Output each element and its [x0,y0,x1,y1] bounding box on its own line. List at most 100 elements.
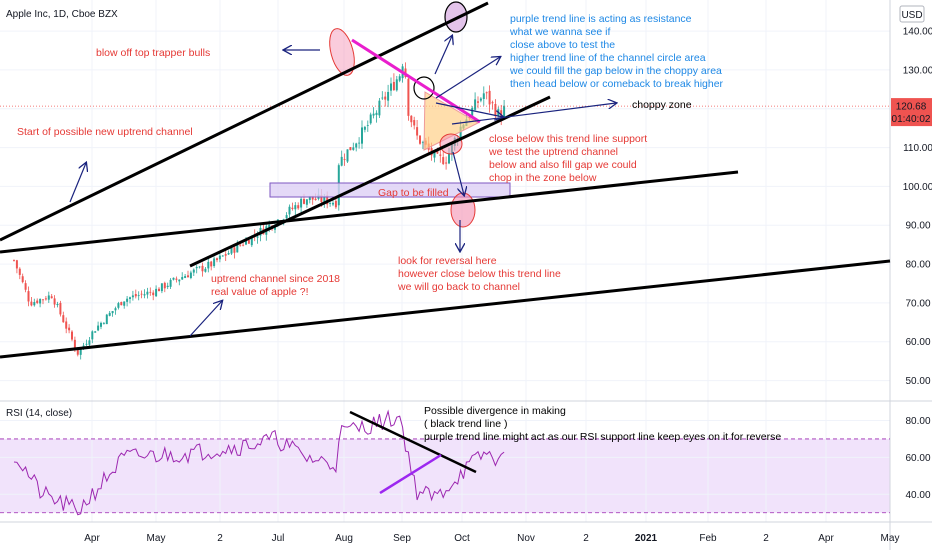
candle [349,147,352,151]
price-circle[interactable] [413,76,435,100]
candle [224,254,227,256]
note-new-channel: Start of possible new uptrend channel [17,126,193,138]
candle [120,302,123,306]
candle [178,279,181,282]
candle [445,162,448,164]
candle [76,347,79,355]
candle [236,243,239,253]
candle [288,206,291,215]
candle [123,301,126,306]
time-tick-label: 2 [583,533,589,544]
candle [126,298,129,302]
candle [195,267,198,269]
candle [355,143,358,148]
candle [172,277,175,280]
long-term-lower-trendline[interactable] [0,259,891,359]
candle [378,100,381,116]
new-channel-lower-trendline[interactable] [189,95,551,268]
currency-button[interactable] [899,5,925,23]
candle [137,295,140,297]
candle [242,244,245,246]
candle [152,292,155,296]
candle [297,205,300,209]
new-channel-upper-trendline[interactable] [0,1,489,242]
candle [24,283,27,290]
candle [213,258,216,267]
rsi-black-trendline[interactable] [349,410,477,474]
candle [497,109,500,116]
candle [163,282,166,289]
candle [491,102,494,104]
candle [390,83,392,91]
long-term-upper-trendline[interactable] [0,170,739,254]
candle [39,298,42,304]
candle [433,151,436,158]
note-rsi-1: Possible divergence in making [424,405,566,417]
candle [479,98,482,101]
candle [114,308,117,311]
time-tick-label: 2 [763,533,769,544]
candle [436,149,439,154]
candle [117,303,120,308]
price-tick-label: 90.00 [905,221,930,232]
candle [245,239,247,245]
price-axis[interactable]: 50.0060.0070.0080.0090.00100.00110.00120… [903,27,932,388]
rsi-axis[interactable]: 40.00 60.00 80.00 [905,416,930,501]
arrow-to-target [434,36,452,75]
candle [494,103,497,117]
candle [375,112,378,115]
note-resistance-6: then head below or comeback to break hig… [510,78,724,90]
price-tick-label: 50.00 [905,376,930,387]
candle [56,303,59,306]
note-gap: Gap to be filled [378,187,449,199]
candle [94,331,97,333]
candle [285,215,288,219]
candle [346,149,349,162]
candle [149,291,152,293]
price-pane[interactable] [0,0,890,400]
candle [71,331,73,340]
candle [247,239,250,244]
price-tick-label: 70.00 [905,298,930,309]
candle [105,314,108,325]
currency-label: USD [901,10,922,21]
blowoff-top-ellipse[interactable] [325,26,359,78]
candle [503,105,506,119]
price-tick-label: 140.00 [903,27,932,38]
candle [332,202,334,205]
gap-box[interactable] [269,182,511,198]
candle [311,195,314,200]
candle [166,285,169,288]
note-choppy-zone: choppy zone [632,99,692,111]
note-real-value: real value of apple ?! [211,286,308,298]
candle [158,288,160,292]
price-tick-label: 110.00 [903,143,932,154]
symbol-title[interactable]: Apple Inc, 1D, Cboe BZX [6,9,118,20]
candle [358,142,361,144]
note-blow-off: blow off top trapper bulls [96,47,210,59]
candle [134,294,137,297]
candle [239,244,242,246]
rsi-purple-trendline[interactable] [379,453,442,495]
candle [30,301,33,306]
candle [218,255,221,260]
candle [395,79,398,91]
candle [439,154,442,156]
candle [111,311,114,314]
candle [155,288,158,297]
candle [210,261,213,267]
candle [274,226,276,230]
rsi-title[interactable]: RSI (14, close) [6,408,72,419]
candle [42,299,44,301]
note-support-2: we test the uptrend channel [488,146,618,158]
candle [477,101,479,103]
note-resistance-5: we could fill the gap below in the chopp… [509,65,722,77]
reversal-ellipse[interactable] [450,192,476,228]
rsi-tick-label: 60.00 [905,453,930,464]
arrow-down-to-gap [452,151,464,195]
time-axis[interactable]: AprMay2JulAugSepOctNov22021Feb2AprMayJun… [84,533,932,544]
time-tick-label: Jul [272,533,285,544]
candle [140,293,143,295]
candle [184,276,187,278]
